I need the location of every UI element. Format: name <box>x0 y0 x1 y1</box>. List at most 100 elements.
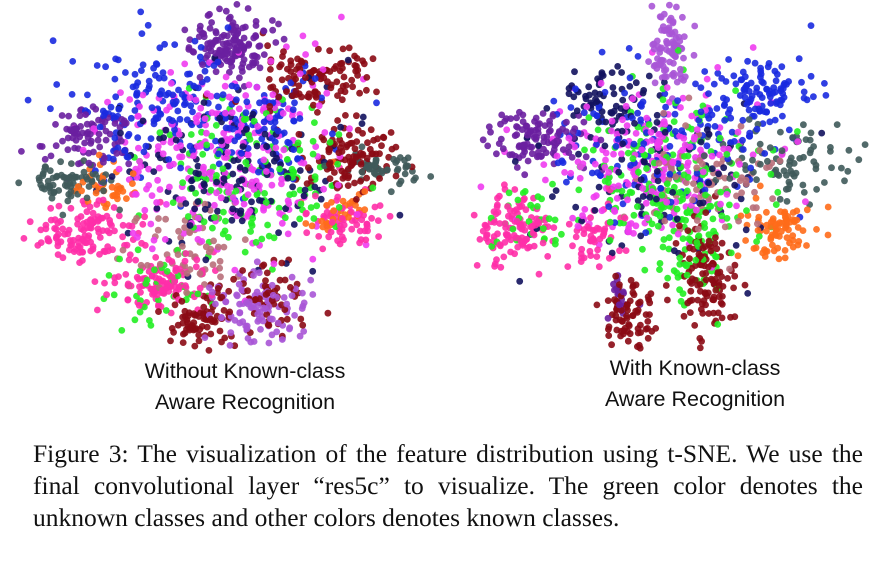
feature-point <box>51 216 59 224</box>
feature-point <box>219 40 227 48</box>
feature-point <box>289 92 297 100</box>
feature-point <box>688 280 695 287</box>
feature-point <box>271 157 278 165</box>
feature-point <box>271 138 279 146</box>
feature-point <box>256 99 263 107</box>
feature-point <box>359 113 367 121</box>
feature-point <box>487 128 494 136</box>
feature-point <box>491 218 498 226</box>
feature-point <box>715 293 723 301</box>
feature-point <box>243 98 251 106</box>
feature-point <box>742 237 749 244</box>
feature-point <box>783 198 791 205</box>
feature-point <box>148 245 156 253</box>
feature-point <box>245 81 253 89</box>
feature-point <box>165 156 173 163</box>
feature-point <box>326 47 333 55</box>
feature-point <box>523 122 531 130</box>
feature-point <box>696 344 704 352</box>
feature-point <box>606 236 614 244</box>
feature-point <box>254 318 262 325</box>
feature-point <box>521 226 529 234</box>
feature-point <box>353 112 360 120</box>
feature-point <box>388 145 396 153</box>
feature-point <box>247 228 255 235</box>
feature-point <box>85 159 93 167</box>
feature-point <box>69 134 77 142</box>
feature-point <box>748 92 756 100</box>
feature-point <box>497 120 504 128</box>
feature-point <box>549 112 557 120</box>
feature-point <box>769 89 777 97</box>
feature-point <box>201 205 209 213</box>
feature-point <box>476 236 484 243</box>
feature-point <box>766 144 774 152</box>
feature-point <box>206 25 214 32</box>
feature-point <box>591 207 599 214</box>
feature-point <box>605 332 613 339</box>
feature-point <box>203 90 211 97</box>
feature-point <box>94 136 102 144</box>
feature-point <box>78 187 85 195</box>
feature-point <box>593 141 600 148</box>
feature-point <box>59 225 67 233</box>
feature-point <box>153 205 161 212</box>
feature-point <box>598 71 606 78</box>
feature-point <box>565 134 573 142</box>
feature-point <box>264 221 271 229</box>
feature-point <box>824 231 832 239</box>
feature-point <box>108 173 116 180</box>
feature-point <box>245 41 253 49</box>
feature-point <box>24 96 32 104</box>
tsne-plot-without-kar <box>15 1 435 354</box>
feature-point <box>676 37 684 45</box>
feature-point <box>327 228 335 236</box>
feature-point <box>205 347 213 354</box>
feature-point <box>125 222 133 230</box>
feature-point <box>563 118 570 126</box>
feature-point <box>714 321 722 328</box>
feature-point <box>106 220 114 227</box>
feature-point <box>605 169 613 176</box>
feature-point <box>358 143 366 151</box>
feature-point <box>353 211 361 218</box>
feature-point <box>271 114 279 122</box>
feature-point <box>86 203 94 211</box>
feature-point <box>260 51 268 58</box>
feature-point <box>228 82 236 90</box>
feature-point <box>365 165 373 173</box>
feature-point <box>715 170 722 178</box>
feature-point <box>286 191 294 199</box>
feature-point <box>244 151 251 158</box>
feature-point <box>514 196 522 204</box>
feature-point <box>693 164 701 172</box>
feature-point <box>477 183 485 191</box>
feature-point <box>806 136 814 144</box>
feature-point <box>149 290 156 298</box>
feature-point <box>583 103 591 111</box>
feature-point <box>693 239 701 246</box>
feature-point <box>36 142 44 150</box>
feature-point <box>249 110 257 118</box>
feature-point <box>195 224 203 232</box>
feature-point <box>387 188 395 196</box>
feature-point <box>569 242 576 250</box>
feature-point <box>662 282 670 289</box>
feature-point <box>167 139 175 146</box>
feature-point <box>761 150 769 157</box>
feature-point <box>554 159 562 167</box>
feature-point <box>284 65 291 73</box>
feature-point <box>766 118 774 126</box>
feature-point <box>732 242 740 249</box>
feature-point <box>169 199 177 207</box>
feature-point <box>218 293 226 301</box>
feature-point <box>692 256 700 264</box>
feature-point <box>669 159 677 167</box>
feature-point <box>278 336 286 343</box>
feature-point <box>179 243 186 250</box>
feature-point <box>730 284 737 292</box>
feature-point <box>670 72 678 80</box>
feature-point <box>772 221 780 229</box>
feature-point <box>749 151 757 159</box>
feature-point <box>279 53 286 60</box>
